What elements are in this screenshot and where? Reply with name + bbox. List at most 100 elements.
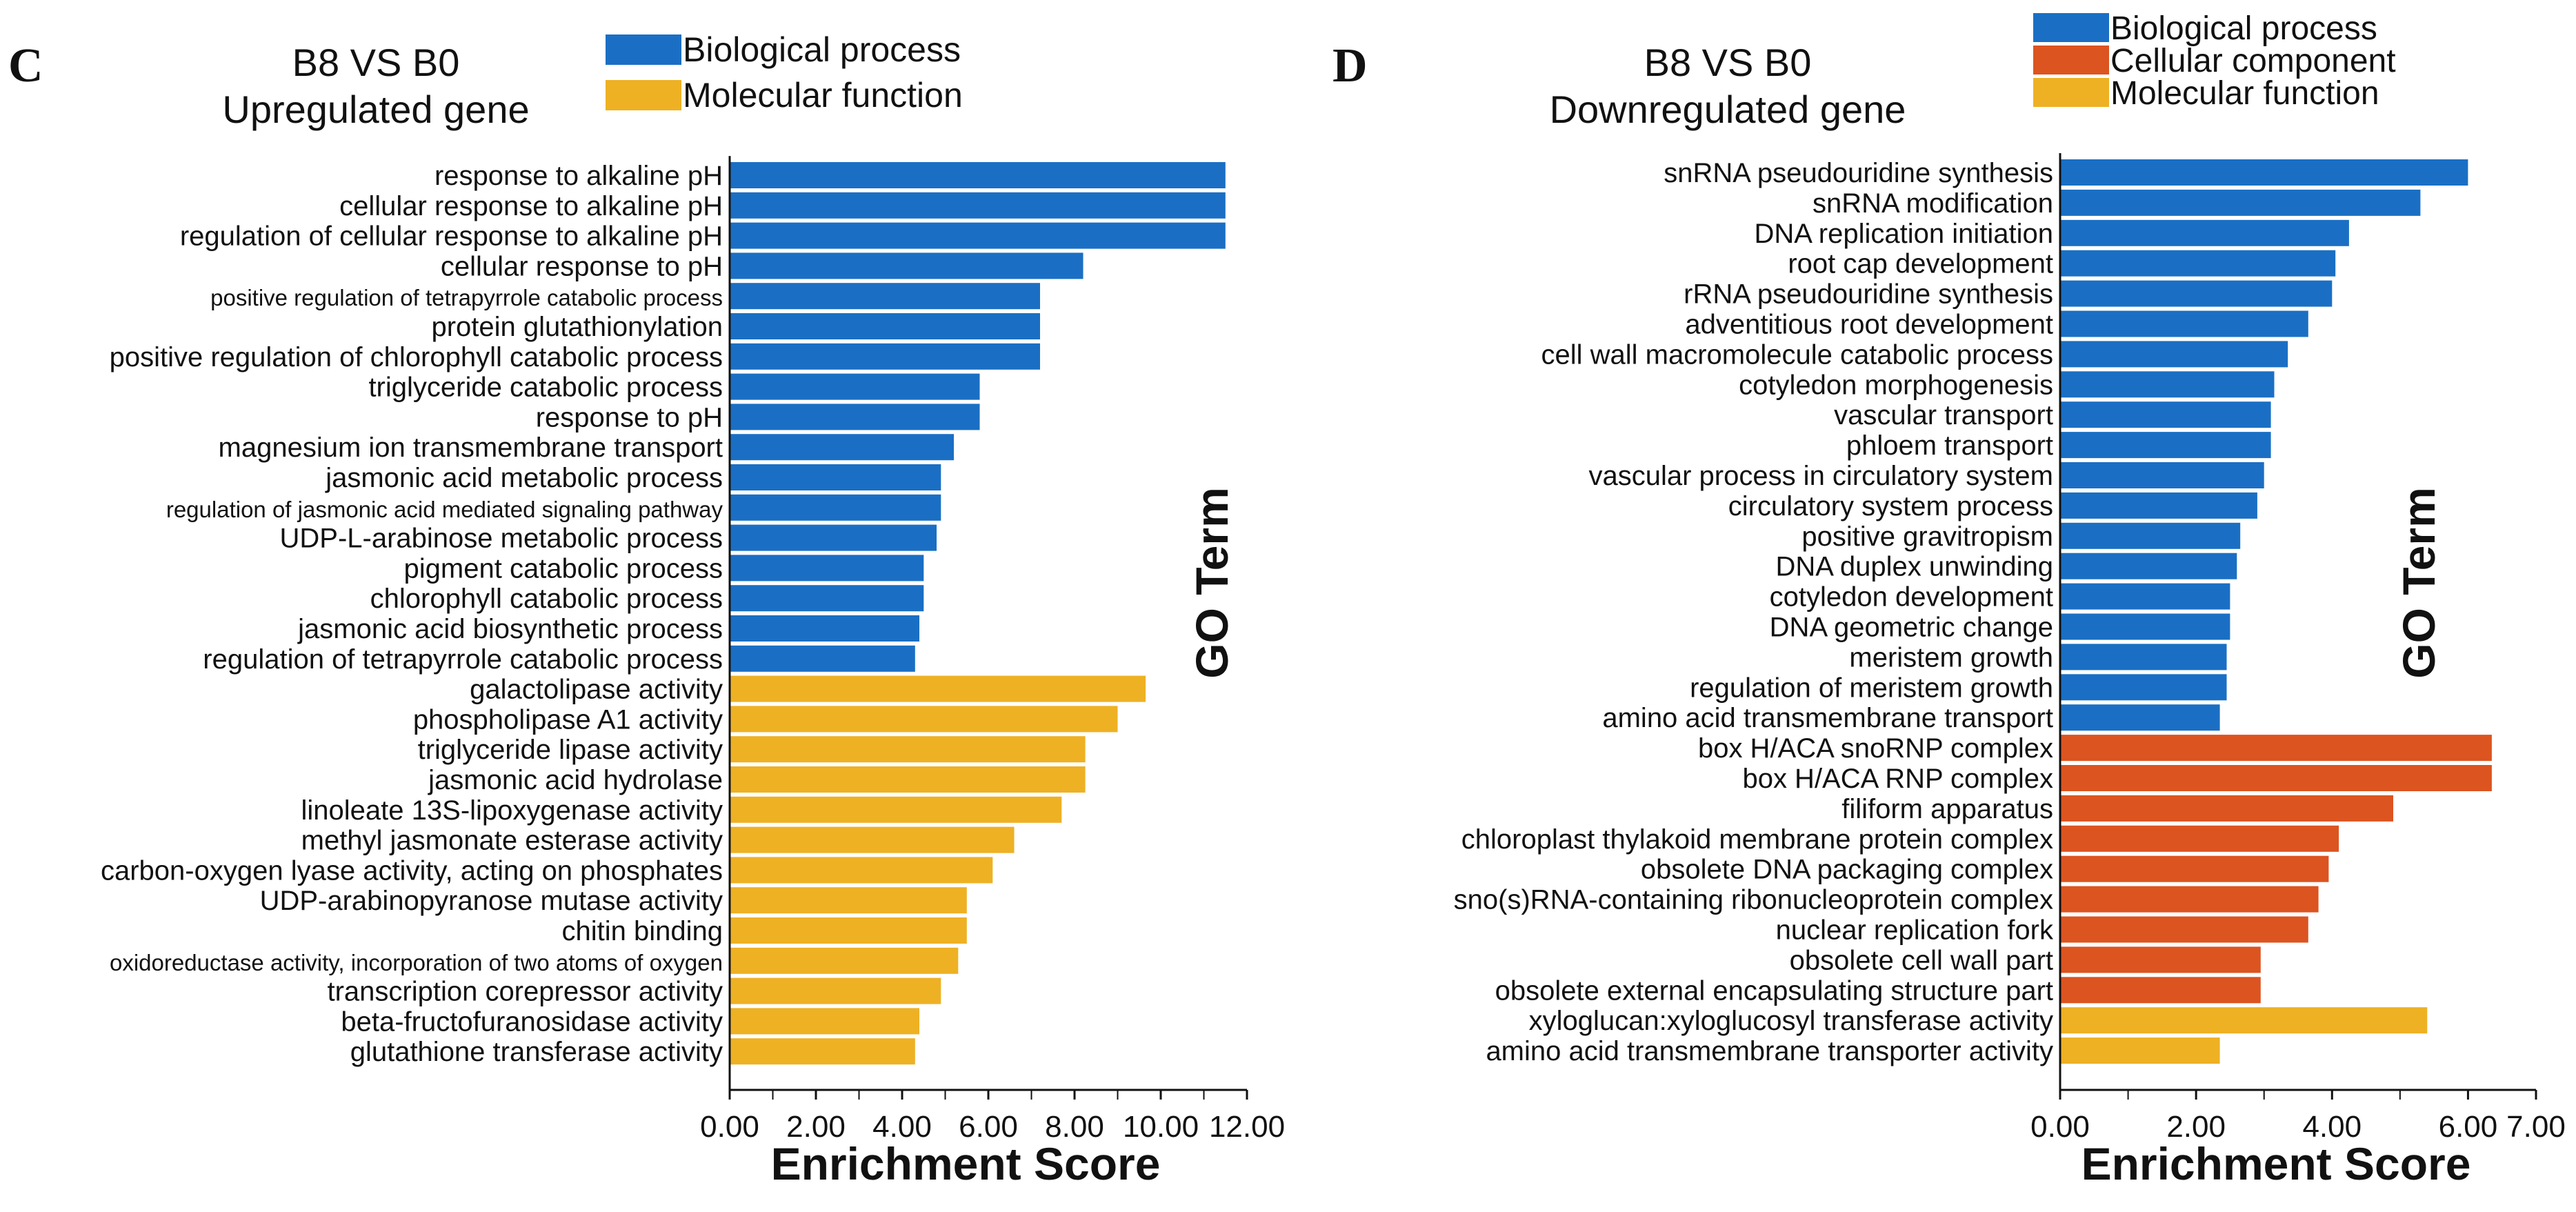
category-label: methyl jasmonate esterase activity [301, 826, 723, 856]
category-label: box H/ACA RNP complex [1742, 764, 2053, 794]
bar-positive-regulation-of-tetrapyrrole-catabolic-process [730, 283, 1040, 310]
legend-swatch-molecular-function [606, 80, 681, 110]
bar-carbon-oxygen-lyase-activity-acting-on-phosphates [730, 857, 993, 884]
category-label: box H/ACA snoRNP complex [1698, 733, 2053, 764]
category-label: chlorophyll catabolic process [370, 584, 723, 614]
bar-galactolipase-activity [730, 675, 1146, 702]
bar-jasmonic-acid-metabolic-process [730, 464, 941, 490]
category-label: cotyledon development [1770, 582, 2053, 613]
x-tick-label: 10.00 [1123, 1110, 1199, 1144]
bar-snrna-pseudouridine-synthesis [2060, 159, 2468, 186]
bar-filiform-apparatus [2060, 795, 2393, 822]
category-label: obsolete external encapsulating structur… [1495, 975, 2053, 1006]
bar-vascular-process-in-circulatory-system [2060, 462, 2264, 488]
legend-swatch-molecular-function [2033, 78, 2109, 107]
bar-positive-regulation-of-chlorophyll-catabolic-process [730, 343, 1040, 370]
panel-c-y-axis-title: GO Term [1186, 487, 1237, 679]
x-tick-label: 7.00 [2506, 1110, 2566, 1144]
category-label: snRNA pseudouridine synthesis [1664, 158, 2053, 188]
category-label: filiform apparatus [1841, 794, 2053, 824]
category-label: regulation of meristem growth [1690, 673, 2053, 703]
legend-swatch-biological-process [606, 34, 681, 65]
panel-c-legend: Biological process Molecular function [606, 30, 963, 115]
category-label: nuclear replication fork [1776, 915, 2054, 946]
category-label: beta-fructofuranosidase activity [341, 1006, 723, 1037]
category-label: triglyceride lipase activity [418, 735, 723, 765]
category-label: sno(s)RNA-containing ribonucleoprotein c… [1454, 885, 2053, 915]
category-label: cell wall macromolecule catabolic proces… [1541, 339, 2053, 370]
panel-c-x-axis: 0.00 2.00 4.00 6.00 8.00 10.00 12.00 [700, 156, 1285, 1144]
bar-beta-fructofuranosidase-activity [730, 1008, 919, 1035]
bar-methyl-jasmonate-esterase-activity [730, 826, 1015, 853]
bar-triglyceride-catabolic-process [730, 373, 980, 400]
category-label: magnesium ion transmembrane transport [219, 433, 723, 463]
bar-amino-acid-transmembrane-transport [2060, 704, 2220, 731]
category-label: DNA replication initiation [1754, 219, 2053, 249]
x-tick-label: 4.00 [872, 1110, 932, 1144]
bar-magnesium-ion-transmembrane-transport [730, 434, 954, 461]
category-label: response to alkaline pH [435, 161, 723, 191]
bar-regulation-of-jasmonic-acid-mediated-signaling-pathway [730, 494, 941, 521]
bar-obsolete-dna-packaging-complex [2060, 855, 2329, 882]
category-label: vascular process in circulatory system [1588, 461, 2053, 491]
category-label: positive regulation of chlorophyll catab… [110, 342, 723, 372]
category-label: phloem transport [1846, 430, 2053, 461]
bar-dna-replication-initiation [2060, 219, 2349, 246]
x-tick-label: 6.00 [2439, 1110, 2498, 1144]
bar-glutathione-transferase-activity [730, 1038, 915, 1065]
legend-swatch-biological-process [2033, 13, 2109, 42]
bar-box-h-aca-snornp-complex [2060, 735, 2492, 762]
bar-circulatory-system-process [2060, 492, 2257, 519]
panel-d-bars [2060, 159, 2492, 1064]
bar-box-h-aca-rnp-complex [2060, 765, 2492, 791]
bar-meristem-growth [2060, 644, 2227, 670]
panel-letter-d: D [1332, 39, 1368, 92]
panel-c-title-line-1: B8 VS B0 [292, 41, 460, 84]
category-label: protein glutathionylation [431, 312, 723, 342]
bar-chloroplast-thylakoid-membrane-protein-complex [2060, 825, 2339, 852]
category-label: obsolete cell wall part [1790, 945, 2053, 975]
category-label: galactolipase activity [470, 675, 723, 705]
x-tick-label: 12.00 [1209, 1110, 1285, 1144]
bar-phospholipase-a1-activity [730, 706, 1118, 733]
category-label: DNA duplex unwinding [1776, 552, 2053, 582]
category-label: obsolete DNA packaging complex [1641, 855, 2053, 885]
bar-response-to-alkaline-ph [730, 162, 1226, 188]
category-label: pigment catabolic process [404, 553, 723, 584]
bar-udp-arabinopyranose-mutase-activity [730, 887, 967, 914]
category-label: UDP-L-arabinose metabolic process [280, 524, 723, 554]
panel-c-title-line-2: Upregulated gene [222, 88, 529, 131]
bar-snrna-modification [2060, 189, 2421, 216]
bar-dna-geometric-change [2060, 613, 2230, 640]
legend-swatch-cellular-component [2033, 46, 2109, 74]
bar-udp-l-arabinose-metabolic-process [730, 524, 937, 551]
category-label: response to pH [536, 402, 723, 433]
category-label: cotyledon morphogenesis [1739, 370, 2053, 400]
bar-cellular-response-to-alkaline-ph [730, 192, 1226, 219]
panel-d-x-axis-title: Enrichment Score [2081, 1138, 2471, 1189]
bar-positive-gravitropism [2060, 522, 2241, 549]
bar-linoleate-13s-lipoxygenase-activity [730, 796, 1062, 823]
category-label: regulation of cellular response to alkal… [180, 221, 723, 252]
category-label: jasmonic acid metabolic process [325, 463, 723, 493]
bar-xyloglucan-xyloglucosyl-transferase-activity [2060, 1007, 2428, 1034]
x-tick-label: 2.00 [2166, 1110, 2226, 1144]
bar-regulation-of-meristem-growth [2060, 674, 2227, 701]
category-label: cellular response to pH [441, 251, 723, 281]
bar-regulation-of-tetrapyrrole-catabolic-process [730, 645, 915, 672]
category-label: linoleate 13S-lipoxygenase activity [301, 795, 723, 826]
bar-oxidoreductase-activity-incorporation-of-two-atoms-of-oxygen [730, 947, 959, 974]
category-label: jasmonic acid hydrolase [428, 765, 723, 795]
bar-cotyledon-development [2060, 583, 2230, 610]
category-label: phospholipase A1 activity [413, 704, 723, 735]
category-label: glutathione transferase activity [350, 1037, 723, 1067]
bar-rrna-pseudouridine-synthesis [2060, 280, 2333, 307]
bar-chlorophyll-catabolic-process [730, 585, 924, 612]
legend-label-cellular-component: Cellular component [2110, 43, 2396, 79]
category-label: amino acid transmembrane transporter act… [1486, 1036, 2053, 1066]
category-label: jasmonic acid biosynthetic process [297, 614, 723, 644]
bar-transcription-corepressor-activity [730, 977, 941, 1004]
category-label: oxidoreductase activity, incorporation o… [110, 950, 723, 975]
